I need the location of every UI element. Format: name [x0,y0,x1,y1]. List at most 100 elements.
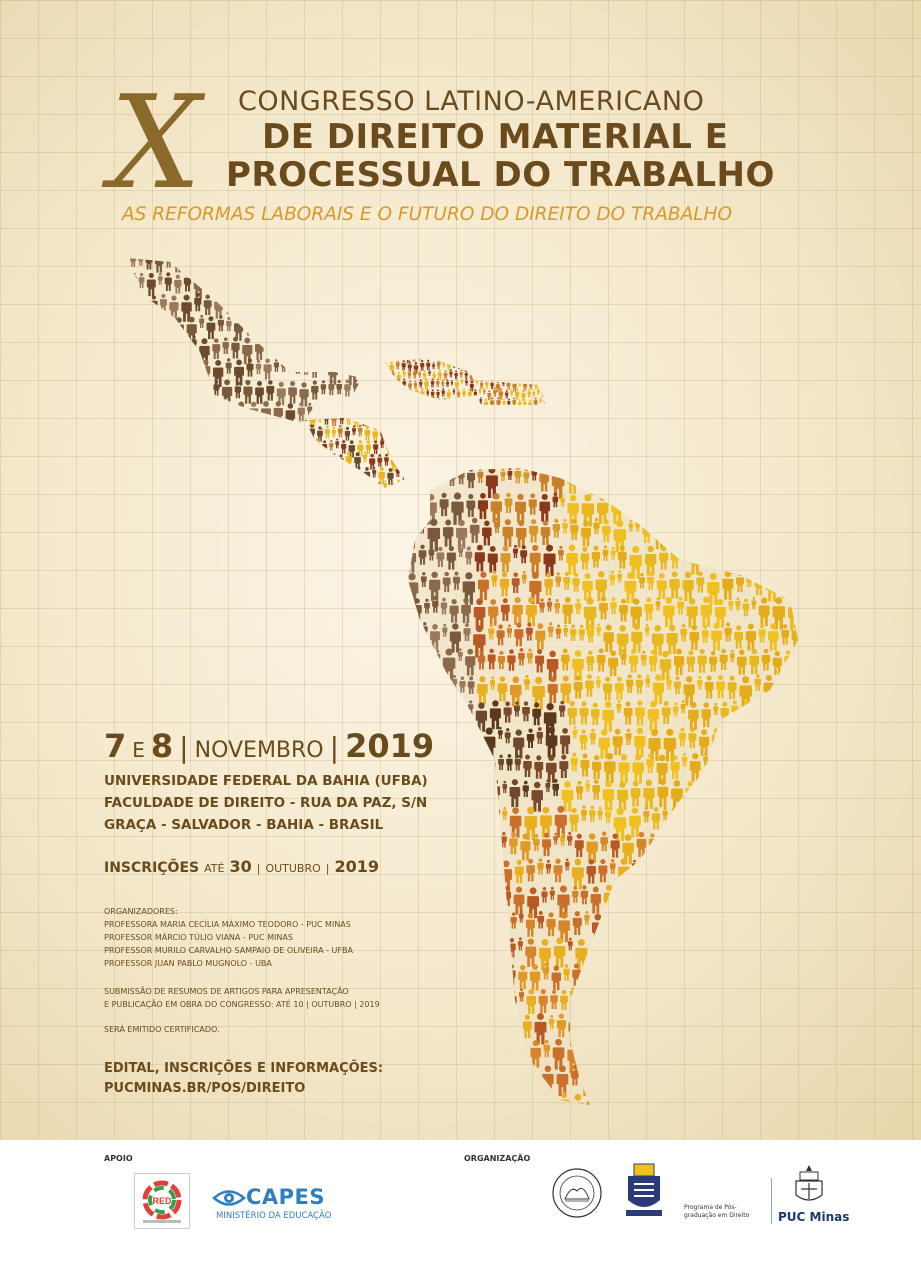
person-icon [199,314,205,328]
person-icon [739,886,745,901]
person-icon [487,390,492,401]
poster: X CONGRESSO LATINO-AMERICANO DE DIREITO … [0,0,921,1140]
person-icon [265,272,274,292]
person-icon [659,859,671,888]
person-icon [252,258,258,267]
person-icon [674,1066,685,1094]
person-icon [217,403,227,427]
person-icon [729,546,740,574]
capes-logo: CAPES MINISTÉRIO DA EDUCAÇÃO [212,1185,331,1221]
person-icon [471,351,474,358]
person-icon [511,350,513,356]
person-icon [353,479,359,488]
event-address: UNIVERSIDADE FEDERAL DA BAHIA (UFBA) FAC… [104,770,428,836]
person-icon [782,1066,790,1086]
person-icon [408,492,411,508]
person-icon [373,440,379,454]
person-icon [763,938,770,953]
person-icon [413,494,423,518]
person-icon [518,380,522,387]
person-icon [449,358,454,364]
person-icon [705,780,713,800]
person-icon [164,272,172,291]
person-icon [714,520,722,538]
person-icon [674,912,682,931]
person-icon [323,453,330,471]
person-icon [522,379,528,391]
person-icon [293,258,301,270]
person-icon [703,1064,710,1080]
person-icon [623,1013,635,1043]
person-icon [272,258,281,273]
person-icon [536,369,540,377]
title-line-1: CONGRESSO LATINO-AMERICANO [238,86,705,117]
person-icon [723,806,737,841]
person-icon [730,885,738,903]
person-icon [420,359,425,371]
person-icon [754,832,761,848]
person-icon [399,453,405,470]
edital-block: EDITAL, INSCRIÇÕES E INFORMAÇÕES: PUCMIN… [104,1059,383,1099]
person-icon [380,408,384,418]
person-icon [489,1012,497,1030]
person-icon [461,1013,470,1035]
person-icon [493,885,502,905]
person-icon [384,453,389,466]
person-icon [240,258,250,276]
person-icon [480,806,492,835]
person-icon [426,1065,434,1083]
person-icon [798,938,806,958]
person-icon [519,1093,528,1105]
edital-url[interactable]: PUCMINAS.BR/POS/DIREITO [104,1081,306,1096]
person-icon [467,409,470,418]
person-icon [164,314,172,335]
person-icon [515,358,519,361]
person-icon [696,1091,709,1105]
person-icon [462,361,467,372]
person-icon [132,402,141,423]
person-icon [673,989,681,1008]
person-icon [723,728,731,749]
person-icon [776,675,789,708]
person-icon [430,389,435,399]
person-icon [424,358,427,359]
person-icon [315,317,325,341]
person-icon [711,987,718,1004]
person-icon [672,1040,678,1055]
person-icon [589,1038,597,1059]
person-icon [768,858,777,880]
person-icon [615,1092,625,1105]
person-icon [454,370,458,380]
person-icon [360,359,362,375]
person-icon [328,401,334,416]
person-icon [740,1014,752,1046]
person-icon [545,1093,557,1105]
person-icon [641,468,654,501]
organizacao-label: ORGANIZAÇÃO [464,1154,531,1163]
person-icon [490,358,494,360]
person-icon [684,1013,697,1047]
person-icon [720,990,733,1023]
person-icon [157,272,163,285]
person-icon [775,468,782,485]
person-icon [365,294,374,318]
person-icon [683,491,695,522]
person-icon [636,492,643,508]
person-icon [607,1067,614,1082]
person-icon [298,335,304,350]
person-icon [161,423,167,430]
person-icon [534,380,538,390]
person-icon [535,350,537,356]
person-icon [230,258,239,272]
person-icon [140,295,148,315]
person-icon [387,495,394,512]
person-icon [422,370,427,380]
person-icon [742,1064,750,1083]
person-icon [539,378,543,386]
person-icon [765,805,772,821]
address-line: UNIVERSIDADE FEDERAL DA BAHIA (UFBA) [104,773,428,789]
person-icon [703,884,716,916]
date-separator: | [329,731,340,764]
person-icon [541,371,545,382]
person-icon [547,369,549,375]
